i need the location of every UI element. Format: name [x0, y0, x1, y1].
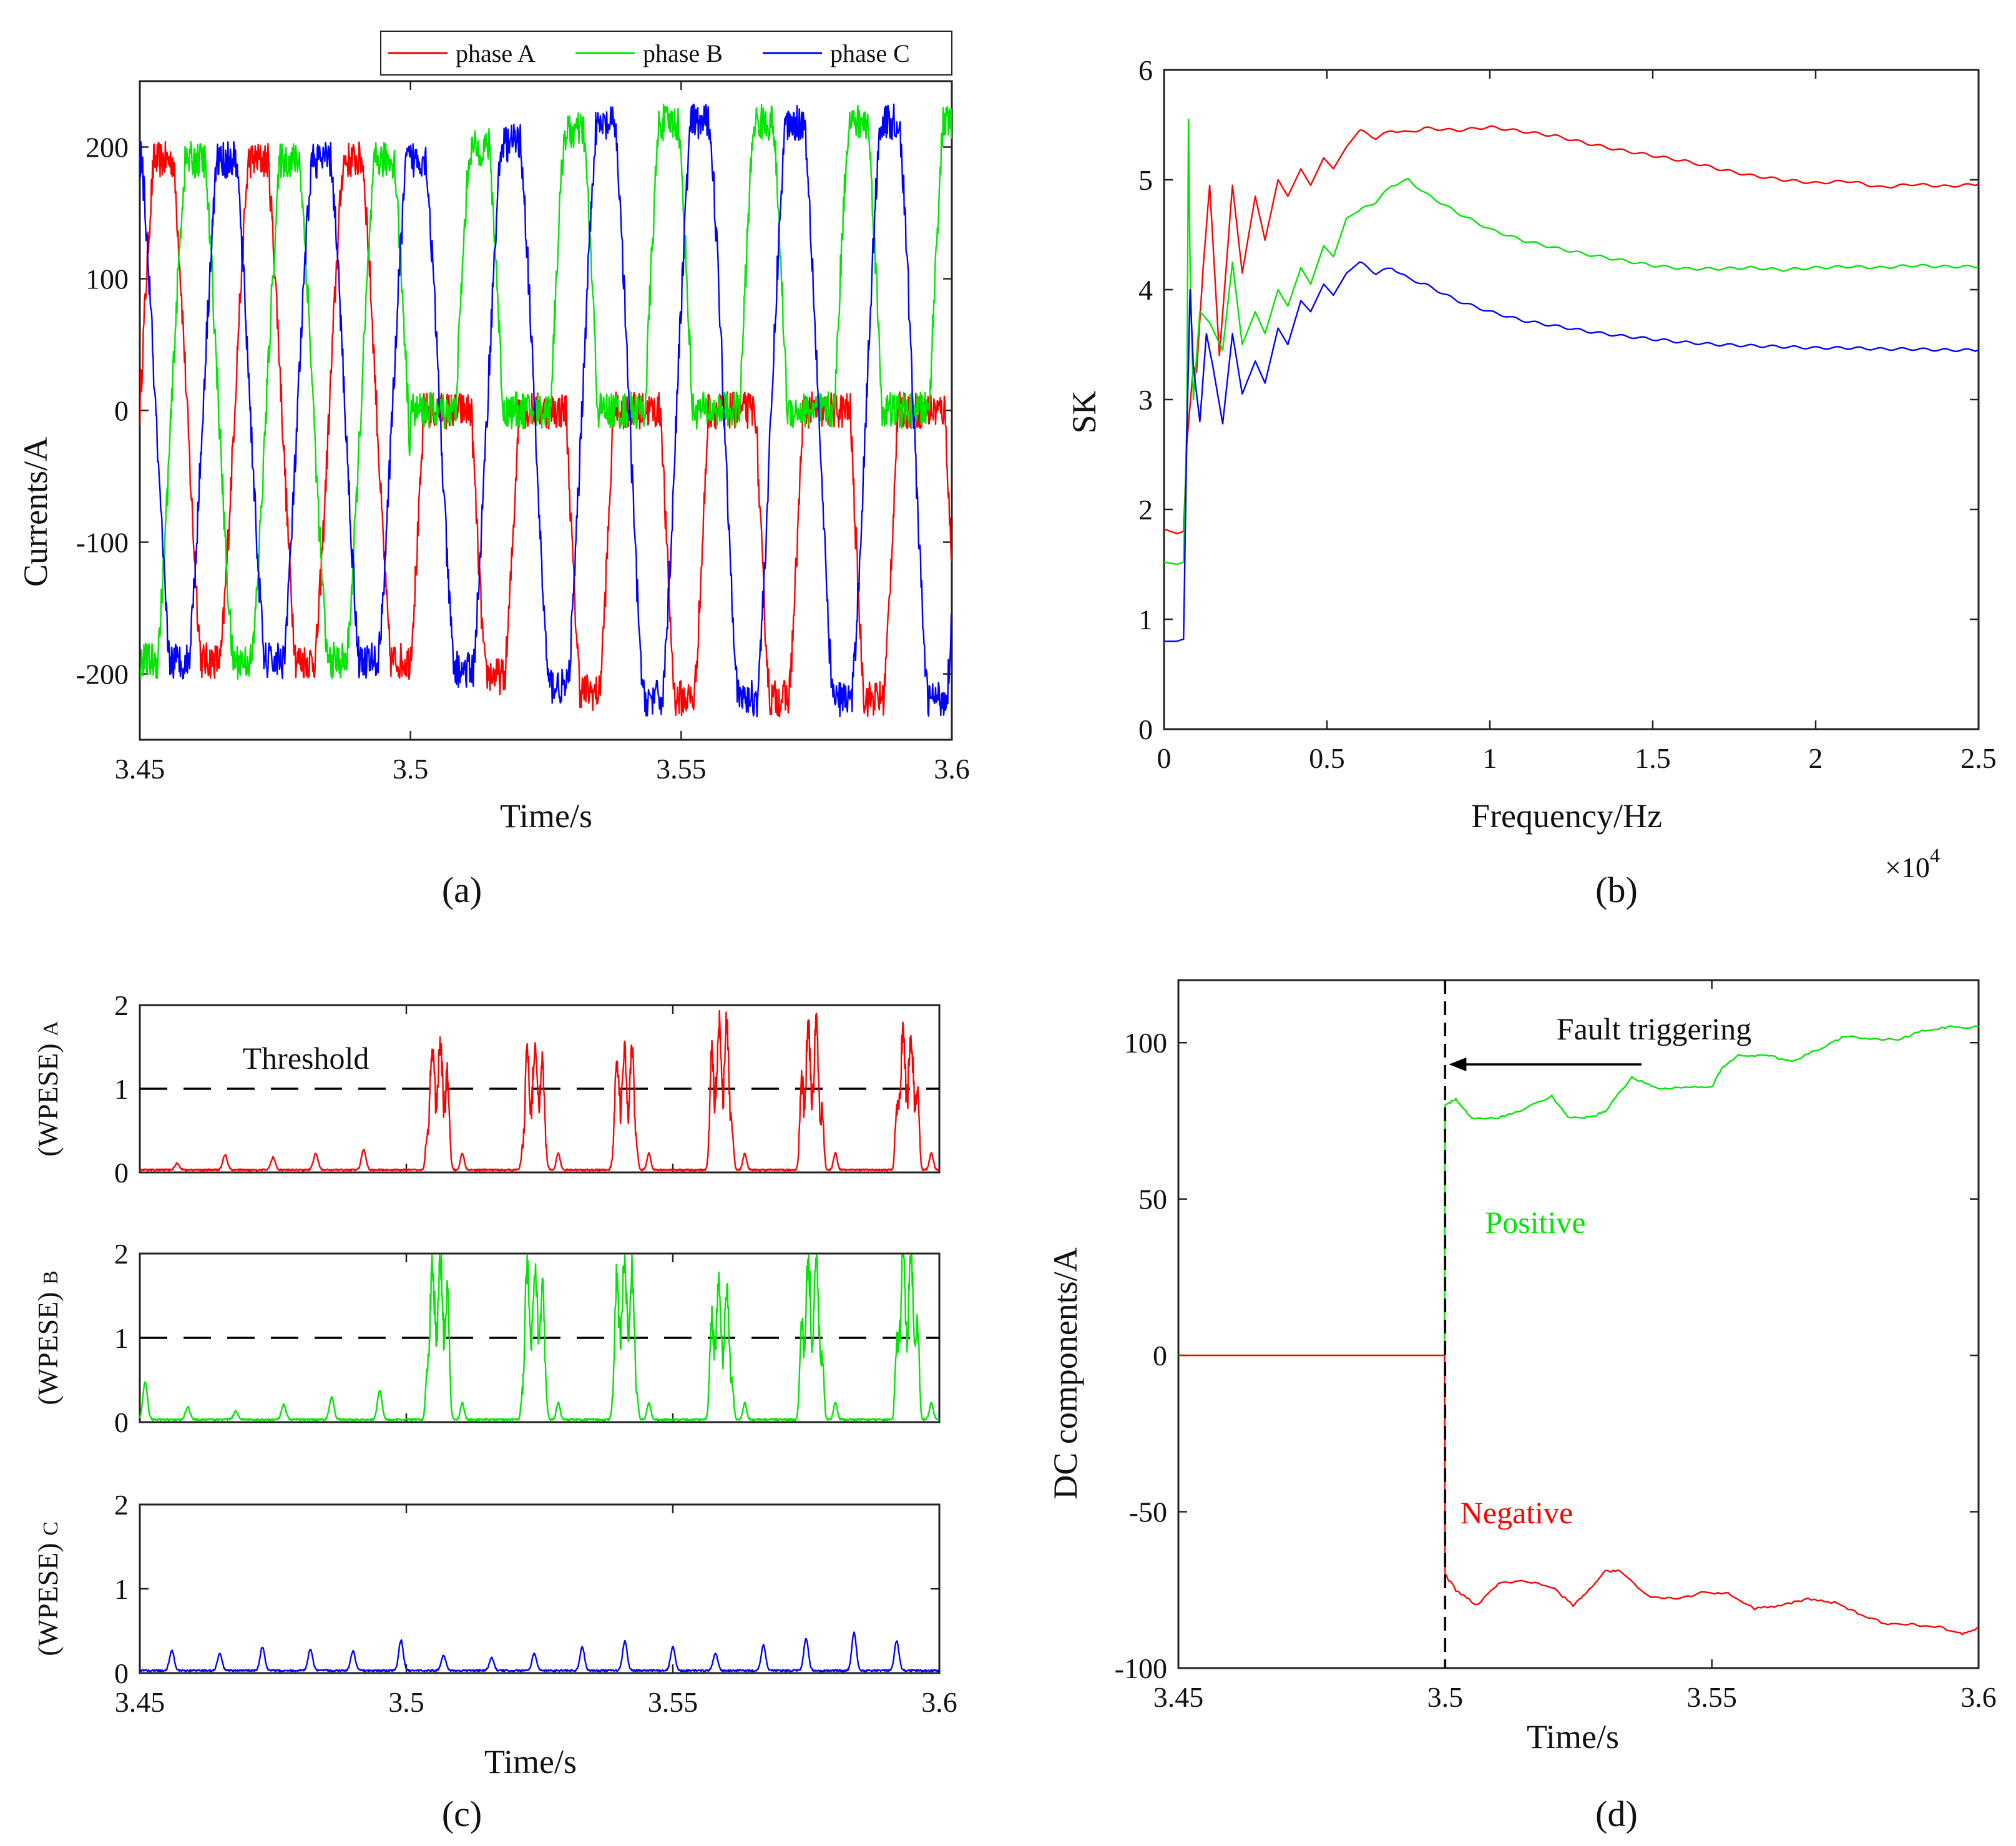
panel-c-sub1-series — [139, 1009, 940, 1172]
panel-d-dc-components: DC components/A Time/s Fault triggering … — [1047, 1011, 1751, 1834]
panel-c-sub2-axes: 0 1 2 (WPESE) B — [32, 1238, 941, 1438]
fault-triggering-label: Fault triggering — [1557, 1011, 1751, 1046]
panel-d-xlabel: Time/s — [1527, 1718, 1619, 1755]
panel-d-frame — [1177, 979, 1980, 1669]
sk-series-phase-c — [1164, 261, 1979, 642]
panel-b-ytick-label: 0 — [1138, 714, 1153, 745]
panel-a-xtick-label: 3.5 — [393, 753, 429, 785]
threshold-label: Threshold — [243, 1041, 369, 1076]
panel-a-xlabel: Time/s — [500, 797, 592, 835]
panel-b-axes: 0 0.5 1 1.5 2 2.5 0 1 2 3 4 5 6 — [1138, 54, 1997, 774]
panel-c-sub3-xtick-label: 3.55 — [648, 1686, 698, 1718]
panel-c-sub2-ytick-label: 1 — [114, 1322, 129, 1354]
legend-label-3: phase C — [830, 39, 910, 67]
panel-b-xtick-label: 0 — [1157, 742, 1172, 774]
positive-label: Positive — [1485, 1205, 1585, 1240]
panel-a-axes: 3.45 3.5 3.55 3.6 -200 -100 0 100 200 — [76, 80, 970, 785]
series-phase-b — [140, 104, 952, 680]
panel-a-ytick-label: 0 — [114, 395, 129, 427]
panel-b-xlabel: Frequency/Hz — [1471, 797, 1662, 835]
series-phase-c — [140, 103, 952, 718]
panel-b-ylabel: SK — [1065, 390, 1103, 433]
panel-a-legend: phase A phase B phase C — [380, 31, 952, 76]
dc-series-positive — [1178, 1025, 1979, 1357]
panel-c-sub3-ytick-label: 1 — [114, 1573, 129, 1605]
legend-label-2: phase B — [643, 39, 723, 67]
panel-b-ytick-label: 2 — [1138, 494, 1153, 526]
panel-d-axes: 3.45 3.5 3.55 3.6 -100 -50 0 50 100 — [1115, 979, 1997, 1713]
panel-c-sub3-xtick-label: 3.6 — [921, 1686, 957, 1718]
panel-b-xtick-label: 2.5 — [1960, 742, 1997, 774]
panel-b-ytick-label: 1 — [1138, 604, 1153, 636]
panel-c-sub3-series — [139, 1631, 941, 1672]
panel-a-ytick-label: 100 — [86, 263, 129, 295]
panel-c-sub2-ytick-label: 2 — [114, 1238, 129, 1270]
panel-c-sub3-xtick-label: 3.5 — [388, 1686, 424, 1718]
sk-series-phase-a — [1163, 125, 1979, 534]
panel-c-wpese: Threshold Time/s (c) — [243, 1041, 577, 1834]
panel-c-sub3-xtick-label: 3.45 — [115, 1686, 165, 1718]
panel-d-ytick-label: 100 — [1124, 1027, 1167, 1059]
panel-c-sub3-ytick-label: 2 — [114, 1489, 129, 1521]
panel-a-xtick-label: 3.6 — [934, 753, 970, 785]
panel-b-exponent: ×104 — [1885, 844, 1940, 883]
panel-b-label: (b) — [1595, 870, 1638, 910]
panel-c-sub3-ytick-label: 0 — [114, 1657, 129, 1689]
panel-a-xtick-label: 3.55 — [656, 753, 707, 785]
panel-c-sub1-ylabel: (WPESE) A — [32, 1021, 64, 1157]
panel-c-sub2-series — [139, 1254, 940, 1421]
panel-d-ytick-label: -50 — [1129, 1496, 1167, 1528]
panel-a-ytick-label: -100 — [76, 527, 129, 559]
panel-c-label: (c) — [442, 1794, 482, 1834]
panel-c-sub3-axes: 3.45 3.5 3.55 3.6 0 1 2 (WPESE) C — [32, 1489, 957, 1718]
panel-b-ytick-label: 4 — [1138, 274, 1153, 306]
panel-c-sub2-ylabel: (WPESE) B — [32, 1270, 64, 1405]
panel-a-ylabel: Currents/A — [17, 437, 54, 587]
panel-b-xtick-label: 1.5 — [1635, 742, 1671, 774]
panel-d-xtick-label: 3.5 — [1427, 1681, 1464, 1713]
legend-box — [380, 31, 952, 76]
panel-a-xtick-label: 3.45 — [115, 753, 165, 785]
panel-b-ytick-label: 6 — [1138, 54, 1153, 86]
panel-d-xtick-label: 3.45 — [1153, 1681, 1204, 1713]
panel-a-ytick-label: 200 — [86, 132, 129, 164]
panel-d-ylabel: DC components/A — [1047, 1247, 1084, 1499]
panel-c-sub1-ytick-label: 0 — [114, 1157, 129, 1189]
panel-c-sub1-ytick-label: 2 — [114, 989, 129, 1021]
panel-a-ytick-label: -200 — [76, 659, 129, 690]
panel-d-ytick-label: -100 — [1115, 1652, 1167, 1684]
panel-b-xtick-label: 0.5 — [1309, 742, 1345, 774]
panel-d-label: (d) — [1595, 1794, 1638, 1834]
panel-b-ytick-label: 5 — [1138, 164, 1153, 196]
fault-arrow-head — [1449, 1058, 1467, 1071]
panel-d-ytick-label: 50 — [1138, 1184, 1167, 1215]
legend-label-1: phase A — [456, 39, 536, 67]
panel-a-currents: Currents/A Time/s (a) — [17, 437, 592, 910]
sk-series-phase-b — [1163, 119, 1979, 566]
panel-d-ytick-label: 0 — [1153, 1340, 1167, 1372]
dc-series-negative — [1178, 1354, 1979, 1636]
panel-b-sk: SK Frequency/Hz ×104 (b) — [1065, 390, 1940, 910]
panel-b-ytick-label: 3 — [1138, 384, 1153, 416]
panel-c-sub1-ytick-label: 1 — [114, 1073, 129, 1105]
panel-d-xtick-label: 3.6 — [1960, 1681, 1997, 1713]
panel-c-xlabel: Time/s — [484, 1743, 577, 1780]
negative-label: Negative — [1461, 1495, 1573, 1530]
panel-b-xtick-label: 2 — [1809, 742, 1823, 774]
panel-c-sub3-ylabel: (WPESE) C — [32, 1521, 64, 1656]
panel-c-sub2-ytick-label: 0 — [114, 1407, 129, 1438]
panel-a-label: (a) — [442, 870, 482, 910]
panel-b-xtick-label: 1 — [1483, 742, 1497, 774]
panel-d-xtick-label: 3.55 — [1686, 1681, 1737, 1713]
panel-a-series-group — [140, 103, 952, 718]
panel-c-sub1-axes: 0 1 2 (WPESE) A — [32, 989, 941, 1189]
